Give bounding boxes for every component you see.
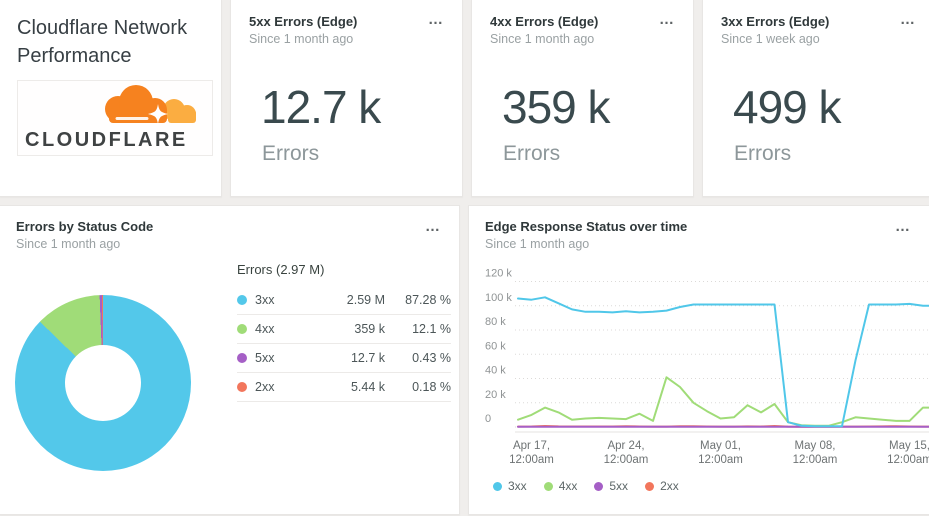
cloudflare-logo-image: CLOUDFLARE <box>25 85 196 151</box>
cloud-back-shape <box>163 99 196 123</box>
cloudflare-wordmark: CLOUDFLARE <box>25 129 188 151</box>
panel-subtitle: Since 1 month ago <box>485 237 590 251</box>
status-percent: 0.43 % <box>412 351 451 365</box>
series-line-3xx <box>517 296 929 428</box>
status-color-dot <box>237 295 247 305</box>
legend-color-dot <box>543 481 553 491</box>
y-axis-label: 0 <box>485 413 491 425</box>
y-axis-label: 20 k <box>485 389 506 401</box>
errors-by-status-code-panel: Errors by Status Code Since 1 month ago … <box>0 205 460 515</box>
line-chart-legend: 3xx 4xx 5xx 2xx <box>493 479 679 493</box>
panel-title: Edge Response Status over time <box>485 219 688 234</box>
panel-title: Errors by Status Code <box>16 219 154 234</box>
card-subtitle: Since 1 month ago <box>249 32 354 46</box>
edge-response-line-chart: 0 20 k 40 k 60 k 80 k 100 k 120 k Apr 17, 12:00a… <box>485 268 929 466</box>
sparkle-swoosh <box>115 117 149 120</box>
edge-response-status-panel: Edge Response Status over time Since 1 m… <box>468 205 929 515</box>
status-code-legend-table: Errors (2.97 M) 3xx 2.59 M 87.28 % 4xx 359 k… <box>237 262 451 402</box>
status-label: 4xx <box>255 322 275 336</box>
status-percent: 0.18 % <box>412 380 451 394</box>
status-count: 2.59 M <box>346 293 385 307</box>
x-axis-label-time: 12:00am <box>604 454 649 466</box>
legend-item-3xx[interactable]: 3xx <box>493 479 527 493</box>
card-title: 4xx Errors (Edge) <box>490 14 599 29</box>
panel-menu-icon[interactable]: … <box>895 218 911 235</box>
legend-color-dot <box>493 481 502 491</box>
card-title: 3xx Errors (Edge) <box>721 14 830 29</box>
legend-label: 3xx <box>508 479 527 493</box>
stat-unit: Errors <box>503 142 561 165</box>
status-percent: 87.28 % <box>405 293 451 307</box>
cloudflare-logo: CLOUDFLARE <box>17 80 213 156</box>
legend-table-header: Errors (2.97 M) <box>237 262 325 277</box>
status-percent: 12.1 % <box>412 322 451 336</box>
panel-menu-icon[interactable]: … <box>425 218 441 235</box>
legend-item-5xx[interactable]: 5xx <box>594 479 628 493</box>
x-axis-label-time: 12:00am <box>509 454 554 466</box>
stat-unit: Errors <box>734 142 792 165</box>
status-row-3xx[interactable]: 3xx 2.59 M 87.28 % <box>237 286 451 315</box>
x-axis-label-date: May 15, <box>889 440 929 452</box>
status-color-dot <box>237 353 247 363</box>
sparkle-icon <box>148 104 168 124</box>
card-subtitle: Since 1 week ago <box>721 32 820 46</box>
status-label: 3xx <box>255 293 275 307</box>
card-menu-icon[interactable]: … <box>659 11 675 28</box>
stat-value: 12.7 k <box>261 81 381 133</box>
status-count: 12.7 k <box>350 351 385 365</box>
x-axis-label-time: 12:00am <box>887 454 929 466</box>
legend-label: 4xx <box>558 479 578 493</box>
legend-item-2xx[interactable]: 2xx <box>645 479 679 493</box>
card-subtitle: Since 1 month ago <box>490 32 595 46</box>
x-axis-label-date: Apr 17, <box>513 440 550 452</box>
x-axis-label-time: 12:00am <box>793 454 838 466</box>
cloud-main-shape <box>105 85 167 123</box>
status-color-dot <box>237 382 247 392</box>
stat-card-5xx-errors: 5xx Errors (Edge) Since 1 month ago … 12… <box>230 0 463 197</box>
y-axis-label: 40 k <box>485 365 506 377</box>
legend-label: 5xx <box>609 479 629 493</box>
x-axis-label-date: May 08, <box>795 440 836 452</box>
status-count: 5.44 k <box>350 380 385 394</box>
panel-subtitle: Since 1 month ago <box>16 237 121 251</box>
status-row-4xx[interactable]: 4xx 359 k 12.1 % <box>237 315 451 344</box>
legend-color-dot <box>645 481 655 491</box>
x-axis-label-date: May 01, <box>700 440 741 452</box>
y-axis-label: 80 k <box>485 316 506 328</box>
y-axis-label: 60 k <box>485 340 506 352</box>
stat-card-3xx-errors: 3xx Errors (Edge) Since 1 week ago … 499… <box>702 0 929 197</box>
stat-value: 359 k <box>502 81 611 133</box>
legend-color-dot <box>594 481 604 491</box>
legend-item-4xx[interactable]: 4xx <box>543 479 578 493</box>
status-color-dot <box>237 324 247 334</box>
status-label: 5xx <box>255 351 275 365</box>
x-axis-label-time: 12:00am <box>698 454 743 466</box>
stat-value: 499 k <box>733 81 842 133</box>
status-count: 359 k <box>354 322 385 336</box>
card-menu-icon[interactable]: … <box>900 11 916 28</box>
dashboard-title: Cloudflare Network Performance <box>17 17 188 67</box>
status-row-5xx[interactable]: 5xx 12.7 k 0.43 % <box>237 344 451 373</box>
y-axis-label: 100 k <box>485 292 512 304</box>
status-row-2xx[interactable]: 2xx 5.44 k 0.18 % <box>237 373 451 402</box>
status-code-donut-chart[interactable] <box>15 295 191 471</box>
brand-card: Cloudflare Network Performance CLOUDFLAR… <box>0 0 222 197</box>
legend-label: 2xx <box>660 479 679 493</box>
card-title: 5xx Errors (Edge) <box>249 14 358 29</box>
y-axis-label: 120 k <box>485 268 512 280</box>
stat-unit: Errors <box>262 142 320 165</box>
x-axis-label-date: Apr 24, <box>607 440 644 452</box>
status-label: 2xx <box>255 380 275 394</box>
card-menu-icon[interactable]: … <box>428 11 444 28</box>
stat-card-4xx-errors: 4xx Errors (Edge) Since 1 month ago … 35… <box>471 0 694 197</box>
series-line-4xx <box>517 376 929 427</box>
